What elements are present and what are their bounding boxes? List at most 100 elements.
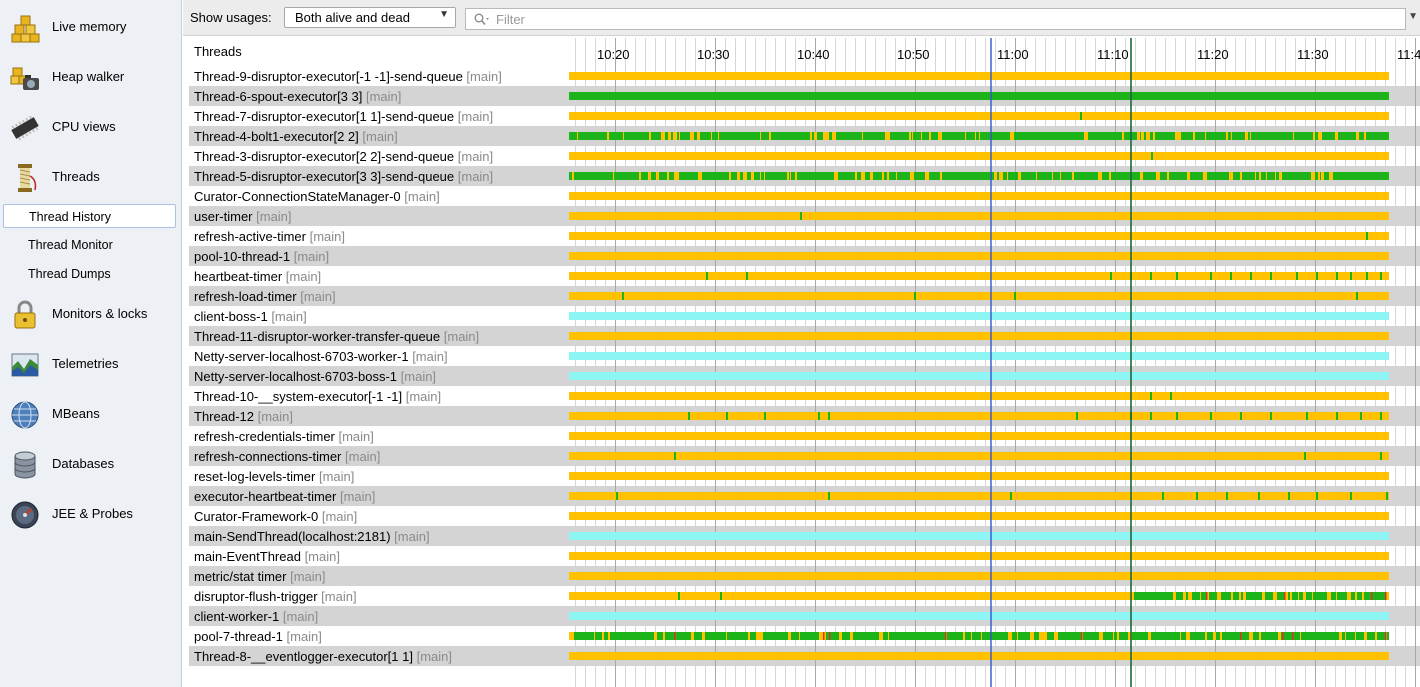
- heap-walker-icon: [10, 67, 39, 90]
- thread-row[interactable]: Thread-5-disruptor-executor[3 3]-send-qu…: [189, 166, 1420, 186]
- toolbar-dropdown-arrow-icon[interactable]: ▼: [1408, 11, 1418, 22]
- sidebar-item-telemetries[interactable]: Telemetries: [0, 341, 182, 387]
- thread-row[interactable]: main-EventThread [main]: [189, 546, 1420, 566]
- thread-row[interactable]: pool-10-thread-1 [main]: [189, 246, 1420, 266]
- thread-name-text: disruptor-flush-trigger: [194, 589, 318, 604]
- thread-group-text: [main]: [290, 249, 330, 264]
- thread-name-text: user-timer: [194, 209, 253, 224]
- thread-row[interactable]: Thread-11-disruptor-worker-transfer-queu…: [189, 326, 1420, 346]
- sidebar-item-monitors-locks[interactable]: Monitors & locks: [0, 291, 182, 337]
- thread-row[interactable]: pool-7-thread-1 [main]: [189, 626, 1420, 646]
- time-label: 11:10: [1097, 47, 1129, 62]
- thread-name-text: pool-10-thread-1: [194, 249, 291, 264]
- sidebar-subitem-thread-monitor[interactable]: Thread Monitor: [3, 233, 176, 257]
- sidebar-item-cpu-views[interactable]: CPU views: [0, 104, 182, 150]
- telemetries-icon: [11, 353, 39, 377]
- thread-name: client-worker-1 [main]: [194, 609, 318, 624]
- thread-name-text: metric/stat timer: [194, 569, 287, 584]
- thread-name: Netty-server-localhost-6703-boss-1 [main…: [194, 369, 436, 384]
- thread-row[interactable]: Thread-7-disruptor-executor[1 1]-send-qu…: [189, 106, 1420, 126]
- sidebar-item-threads[interactable]: Threads: [0, 154, 182, 200]
- sidebar-item-label: Live memory: [52, 19, 127, 34]
- sidebar: Live memory Heap walker CPU views: [0, 0, 182, 687]
- thread-name-text: Thread-12: [194, 409, 254, 424]
- thread-row[interactable]: heartbeat-timer [main]: [189, 266, 1420, 286]
- thread-row[interactable]: Thread-12 [main]: [189, 406, 1420, 426]
- thread-group-text: [main]: [454, 109, 494, 124]
- database-icon: [14, 451, 36, 479]
- thread-name-text: Thread-8-__eventlogger-executor[1 1]: [194, 649, 413, 664]
- thread-name-text: executor-heartbeat-timer: [194, 489, 337, 504]
- thread-group-text: [main]: [440, 329, 480, 344]
- thread-group-text: [main]: [282, 629, 322, 644]
- thread-name: Thread-5-disruptor-executor[3 3]-send-qu…: [194, 169, 493, 184]
- thread-name: refresh-load-timer [main]: [194, 289, 336, 304]
- thread-name: Thread-12 [main]: [194, 409, 293, 424]
- thread-row[interactable]: Thread-9-disruptor-executor[-1 -1]-send-…: [189, 66, 1420, 86]
- thread-group-text: [main]: [296, 289, 336, 304]
- sidebar-item-jee-probes[interactable]: JEE & Probes: [0, 491, 182, 537]
- sidebar-item-live-memory[interactable]: Live memory: [0, 4, 182, 50]
- thread-name-text: heartbeat-timer: [194, 269, 283, 284]
- show-usages-value: Both alive and dead: [295, 10, 410, 25]
- thread-group-text: [main]: [390, 529, 430, 544]
- thread-name: Thread-10-__system-executor[-1 -1] [main…: [194, 389, 441, 404]
- time-label: 11:00: [997, 47, 1029, 62]
- thread-name-text: Curator-Framework-0: [194, 509, 319, 524]
- show-usages-select[interactable]: Both alive and dead ▼: [284, 7, 456, 28]
- thread-row[interactable]: reset-log-levels-timer [main]: [189, 466, 1420, 486]
- thread-name-text: Thread-5-disruptor-executor[3 3]-send-qu…: [194, 169, 455, 184]
- thread-name: pool-7-thread-1 [main]: [194, 629, 322, 644]
- thread-row[interactable]: refresh-load-timer [main]: [189, 286, 1420, 306]
- thread-row[interactable]: Thread-6-spout-executor[3 3] [main]: [189, 86, 1420, 106]
- thread-name-text: Curator-ConnectionStateManager-0: [194, 189, 401, 204]
- sidebar-item-databases[interactable]: Databases: [0, 441, 182, 487]
- sidebar-item-label: JEE & Probes: [52, 506, 133, 521]
- sidebar-subitem-thread-history[interactable]: Thread History: [3, 204, 176, 228]
- thread-group-text: [main]: [454, 149, 494, 164]
- thread-group-text: [main]: [362, 89, 402, 104]
- thread-row[interactable]: refresh-active-timer [main]: [189, 226, 1420, 246]
- thread-row[interactable]: refresh-connections-timer [main]: [189, 446, 1420, 466]
- time-label: 11:4: [1397, 47, 1420, 62]
- thread-row[interactable]: metric/stat timer [main]: [189, 566, 1420, 586]
- thread-name: main-SendThread(localhost:2181) [main]: [194, 529, 430, 544]
- thread-name-text: refresh-load-timer: [194, 289, 297, 304]
- sidebar-item-label: CPU views: [52, 119, 116, 134]
- thread-group-text: [main]: [279, 609, 319, 624]
- sidebar-item-heap-walker[interactable]: Heap walker: [0, 54, 182, 100]
- thread-row[interactable]: disruptor-flush-trigger [main]: [189, 586, 1420, 606]
- sidebar-item-mbeans[interactable]: MBeans: [0, 391, 182, 437]
- sidebar-subitem-thread-dumps[interactable]: Thread Dumps: [3, 262, 176, 286]
- thread-history-view: Threads Thread-9-disruptor-executor[-1 -…: [189, 38, 1420, 687]
- thread-name: user-timer [main]: [194, 209, 292, 224]
- filter-input[interactable]: Filter: [465, 8, 1406, 30]
- thread-name-text: Thread-11-disruptor-worker-transfer-queu…: [194, 329, 441, 344]
- globe-icon: [11, 401, 39, 429]
- thread-name: heartbeat-timer [main]: [194, 269, 321, 284]
- time-label: 10:50: [897, 47, 930, 62]
- thread-name: Curator-Framework-0 [main]: [194, 509, 357, 524]
- thread-name: Thread-8-__eventlogger-executor[1 1] [ma…: [194, 649, 452, 664]
- time-label: 10:40: [797, 47, 830, 62]
- dropdown-arrow-icon: ▼: [439, 9, 449, 20]
- thread-row[interactable]: Thread-3-disruptor-executor[2 2]-send-qu…: [189, 146, 1420, 166]
- thread-group-text: [main]: [252, 209, 292, 224]
- thread-row[interactable]: Thread-8-__eventlogger-executor[1 1] [ma…: [189, 646, 1420, 666]
- thread-row[interactable]: Netty-server-localhost-6703-boss-1 [main…: [189, 366, 1420, 386]
- time-label: 10:30: [697, 47, 730, 62]
- thread-row[interactable]: user-timer [main]: [189, 206, 1420, 226]
- thread-row[interactable]: Curator-Framework-0 [main]: [189, 506, 1420, 526]
- thread-name: disruptor-flush-trigger [main]: [194, 589, 357, 604]
- thread-row[interactable]: refresh-credentials-timer [main]: [189, 426, 1420, 446]
- thread-row[interactable]: main-SendThread(localhost:2181) [main]: [189, 526, 1420, 546]
- thread-row[interactable]: Thread-10-__system-executor[-1 -1] [main…: [189, 386, 1420, 406]
- thread-row[interactable]: Netty-server-localhost-6703-worker-1 [ma…: [189, 346, 1420, 366]
- thread-name: Thread-3-disruptor-executor[2 2]-send-qu…: [194, 149, 493, 164]
- thread-row[interactable]: Thread-4-bolt1-executor[2 2] [main]: [189, 126, 1420, 146]
- thread-row[interactable]: executor-heartbeat-timer [main]: [189, 486, 1420, 506]
- thread-row[interactable]: Curator-ConnectionStateManager-0 [main]: [189, 186, 1420, 206]
- thread-row[interactable]: client-worker-1 [main]: [189, 606, 1420, 626]
- thread-row[interactable]: client-boss-1 [main]: [189, 306, 1420, 326]
- thread-name: client-boss-1 [main]: [194, 309, 307, 324]
